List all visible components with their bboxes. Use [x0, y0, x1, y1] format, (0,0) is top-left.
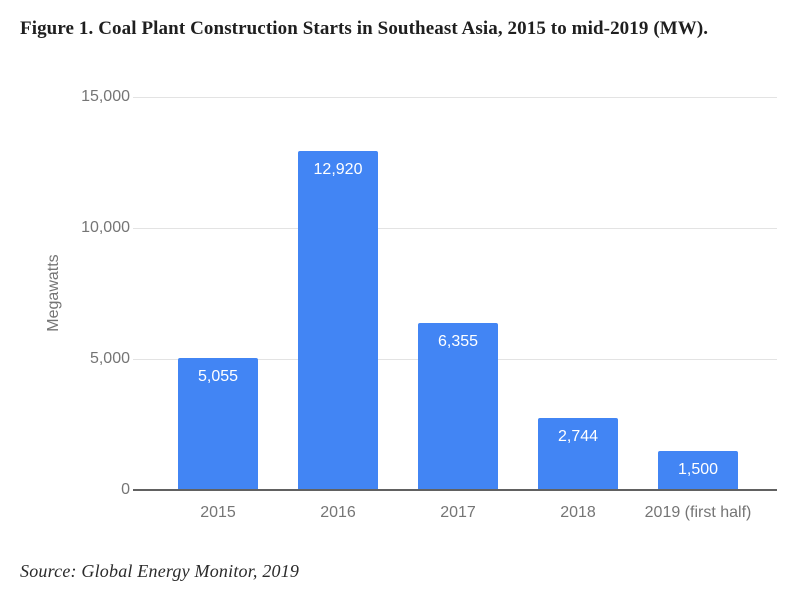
bar-2019-first-half: 1,500 [658, 451, 738, 490]
y-tick-label-5000: 5,000 [89, 350, 130, 367]
y-tick-label-15000: 15,000 [81, 88, 130, 105]
x-axis-line [133, 489, 777, 491]
y-tick-label-0: 0 [121, 481, 130, 498]
figure-title: Figure 1. Coal Plant Construction Starts… [20, 18, 709, 39]
bar-value-label-2019: 1,500 [677, 461, 719, 478]
x-tick-label-2018: 2018 [560, 504, 596, 521]
x-tick-label-2017: 2017 [440, 504, 476, 521]
x-tick-label-2016: 2016 [320, 504, 356, 521]
x-tick-label-2019: 2019 (first half) [644, 504, 752, 521]
y-tick-label-10000: 10,000 [81, 219, 130, 236]
bar-2015: 5,055 [178, 358, 258, 490]
bar-2018: 2,744 [538, 418, 618, 490]
bar-value-label-2017: 6,355 [437, 333, 479, 350]
bar-chart: Megawatts 15,000 10,000 5,000 0 5,055 12… [45, 88, 777, 521]
y-axis-title: Megawatts [45, 254, 62, 332]
bar-value-label-2015: 5,055 [197, 368, 239, 385]
plot-area: 5,055 12,920 6,355 2,744 1,500 [133, 97, 777, 491]
bar-value-label-2018: 2,744 [557, 428, 599, 445]
bar-value-label-2016: 12,920 [313, 161, 363, 178]
gridline-10000 [133, 228, 777, 229]
x-tick-label-2015: 2015 [200, 504, 236, 521]
source-note: Source: Global Energy Monitor, 2019 [20, 561, 300, 581]
bar-2016: 12,920 [298, 151, 378, 490]
bar-2017: 6,355 [418, 323, 498, 490]
gridline-15000 [133, 97, 777, 98]
